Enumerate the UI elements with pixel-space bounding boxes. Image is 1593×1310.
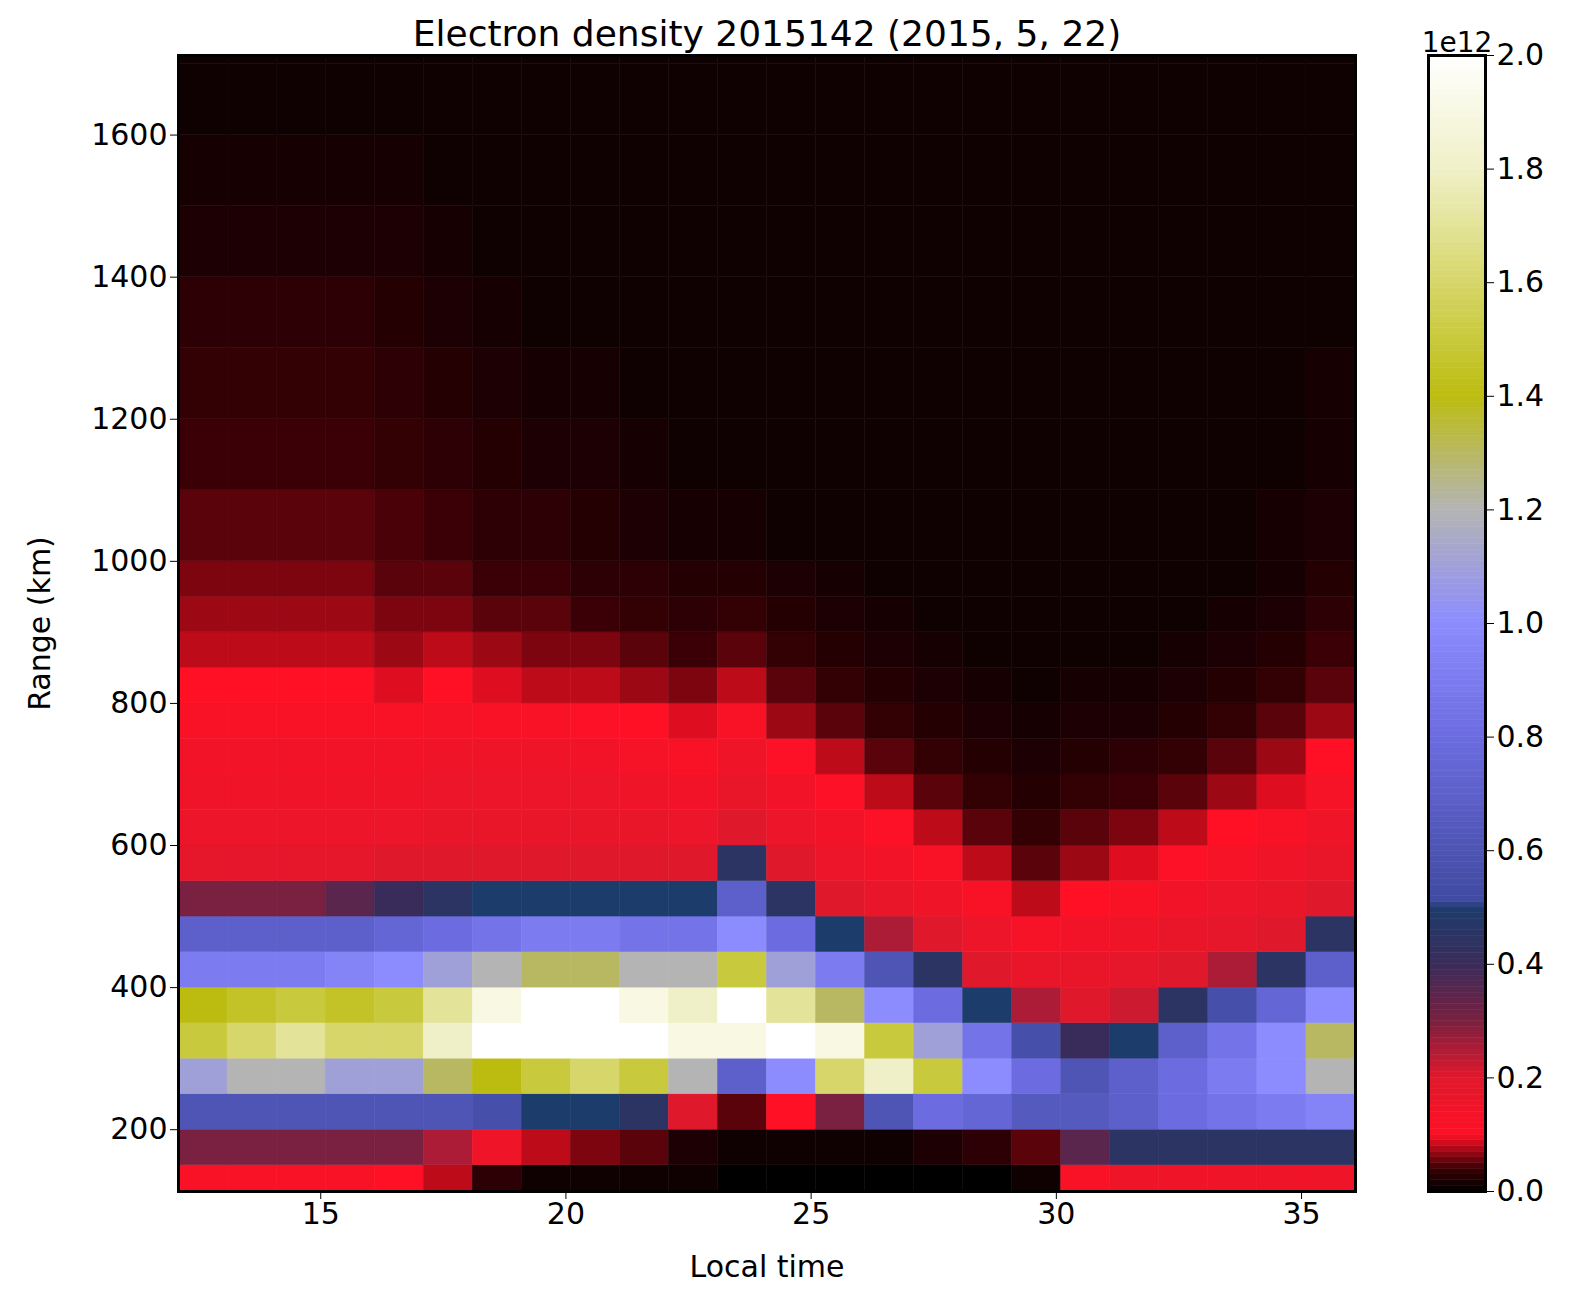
svg-text:1.0: 1.0 <box>1497 605 1545 640</box>
svg-text:0.8: 0.8 <box>1497 719 1545 754</box>
svg-text:1e12: 1e12 <box>1422 26 1493 59</box>
svg-text:15: 15 <box>302 1196 340 1231</box>
svg-text:20: 20 <box>547 1196 585 1231</box>
svg-text:0.0: 0.0 <box>1497 1173 1545 1208</box>
svg-text:1.2: 1.2 <box>1497 492 1545 527</box>
svg-text:0.4: 0.4 <box>1497 946 1545 981</box>
svg-text:30: 30 <box>1037 1196 1075 1231</box>
svg-text:25: 25 <box>792 1196 830 1231</box>
svg-text:1.8: 1.8 <box>1497 151 1545 186</box>
svg-text:1.6: 1.6 <box>1497 264 1545 299</box>
svg-text:1000: 1000 <box>91 543 167 578</box>
svg-text:1600: 1600 <box>91 117 167 152</box>
svg-text:1200: 1200 <box>91 401 167 436</box>
svg-text:0.2: 0.2 <box>1497 1060 1545 1095</box>
svg-text:Electron density 2015142 (2015: Electron density 2015142 (2015, 5, 22) <box>413 13 1122 54</box>
svg-text:0.6: 0.6 <box>1497 832 1545 867</box>
svg-text:Range (km): Range (km) <box>22 536 57 711</box>
svg-text:1400: 1400 <box>91 259 167 294</box>
svg-text:400: 400 <box>110 969 167 1004</box>
svg-text:200: 200 <box>110 1111 167 1146</box>
svg-text:800: 800 <box>110 685 167 720</box>
svg-text:600: 600 <box>110 827 167 862</box>
svg-text:Local time: Local time <box>689 1249 844 1284</box>
svg-text:1.4: 1.4 <box>1497 378 1545 413</box>
svg-text:35: 35 <box>1282 1196 1320 1231</box>
svg-text:2.0: 2.0 <box>1497 37 1545 72</box>
